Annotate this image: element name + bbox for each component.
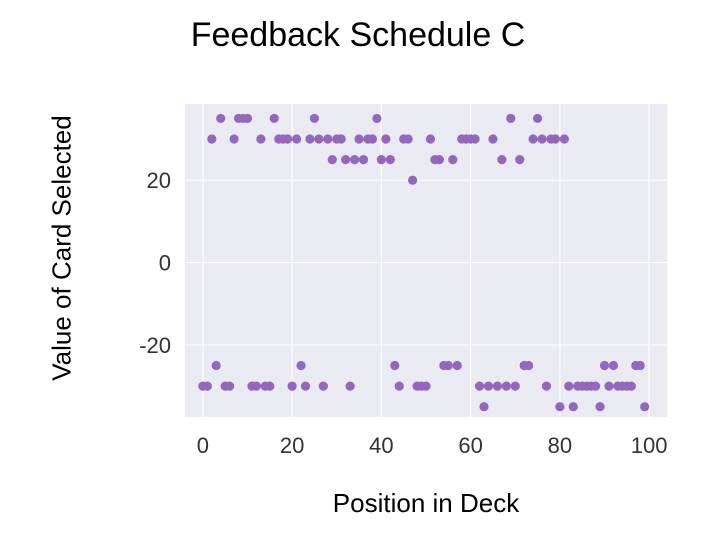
data-point	[604, 381, 614, 391]
data-point	[381, 134, 391, 144]
data-point	[341, 154, 351, 165]
x-tick-label: 40	[369, 433, 393, 458]
data-point	[287, 381, 297, 391]
data-point	[528, 134, 538, 144]
data-point	[309, 113, 320, 124]
data-point	[225, 381, 235, 391]
data-point	[425, 134, 436, 144]
data-point	[479, 402, 489, 412]
data-point	[434, 154, 444, 165]
data-point	[305, 134, 315, 144]
data-point	[483, 381, 494, 391]
grid-lines	[185, 104, 667, 417]
data-point	[403, 134, 413, 144]
x-tick-label: 60	[458, 433, 482, 458]
data-point	[590, 381, 601, 391]
data-point	[372, 113, 382, 124]
data-point	[488, 134, 498, 144]
data-point	[532, 113, 543, 124]
data-point	[336, 134, 346, 144]
data-point	[626, 381, 636, 391]
chart-title: Feedback Schedule C	[190, 16, 526, 54]
data-point	[421, 381, 431, 391]
data-point	[229, 134, 239, 144]
data-point	[358, 154, 369, 165]
data-point	[492, 381, 503, 391]
data-point	[510, 381, 520, 391]
data-point	[497, 154, 507, 165]
data-point	[376, 154, 386, 165]
data-point	[599, 360, 610, 371]
data-point	[555, 402, 565, 412]
y-tick-label: 20	[147, 168, 171, 193]
data-point	[608, 360, 619, 371]
data-point	[390, 360, 400, 371]
x-tick-label: 20	[280, 433, 304, 458]
data-point	[269, 113, 279, 124]
data-point	[323, 134, 333, 144]
data-point	[474, 381, 485, 391]
x-tick-label: 80	[548, 433, 572, 458]
data-point	[349, 154, 360, 165]
plot-area	[185, 104, 667, 417]
data-point	[207, 134, 217, 144]
data-point	[515, 154, 525, 165]
data-point	[541, 381, 552, 391]
data-point	[367, 134, 378, 144]
data-point	[385, 154, 395, 165]
y-tick-label: 0	[159, 251, 171, 276]
y-tick-label: -20	[139, 333, 171, 358]
data-point	[296, 360, 306, 371]
data-point	[318, 381, 328, 391]
data-point	[314, 134, 324, 144]
data-point	[327, 154, 337, 165]
data-point	[635, 360, 645, 371]
data-point	[443, 360, 453, 371]
x-axis-label: Position in Deck	[332, 488, 520, 518]
data-point	[408, 175, 418, 185]
x-tick-label: 0	[197, 433, 209, 458]
data-points	[198, 113, 650, 412]
data-point	[470, 134, 480, 144]
data-point	[300, 381, 311, 391]
data-point	[550, 134, 561, 144]
data-point	[559, 134, 569, 144]
data-point	[265, 381, 275, 391]
data-point	[345, 381, 355, 391]
data-point	[251, 381, 262, 391]
data-point	[524, 360, 534, 371]
data-point	[242, 113, 253, 124]
data-point	[452, 360, 462, 371]
data-point	[291, 134, 302, 144]
data-point	[506, 113, 516, 124]
data-point	[595, 402, 605, 412]
data-point	[394, 381, 404, 391]
data-point	[564, 381, 574, 391]
data-point	[354, 134, 364, 144]
data-point	[448, 154, 458, 165]
data-point	[216, 113, 226, 124]
data-point	[501, 381, 511, 391]
data-point	[256, 134, 266, 144]
data-point	[202, 381, 212, 391]
data-point	[283, 134, 293, 144]
tick-labels: 0 20 40 60 80 100 -20 0 20	[139, 168, 667, 458]
data-point	[537, 134, 547, 144]
x-tick-label: 100	[631, 433, 668, 458]
data-point	[640, 402, 650, 412]
data-point	[211, 360, 221, 371]
data-point	[568, 402, 578, 412]
